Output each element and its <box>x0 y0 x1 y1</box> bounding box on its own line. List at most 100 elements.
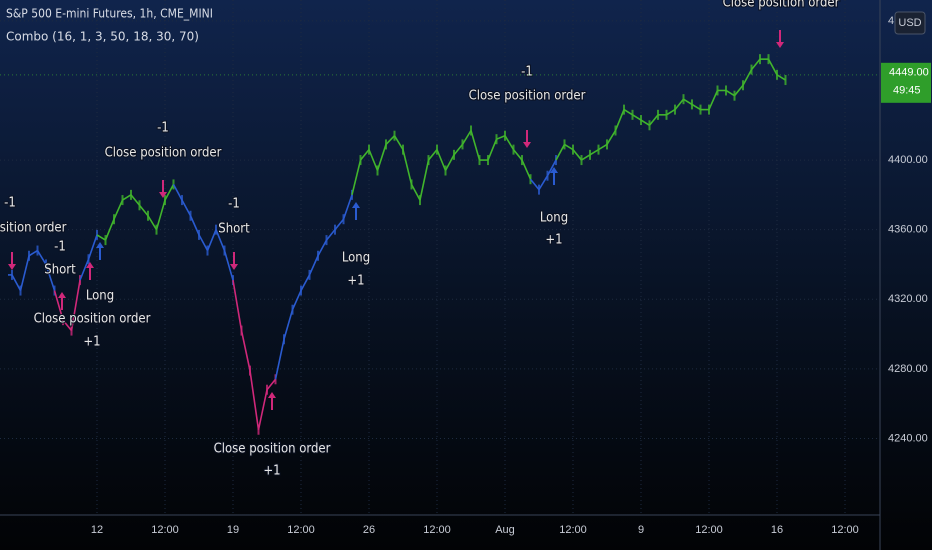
signal-arrow-head <box>550 167 558 173</box>
signal-arrow-head <box>268 392 276 398</box>
last-price: 4449.00 <box>889 67 929 79</box>
price-segment <box>291 290 302 311</box>
price-segment <box>206 229 217 251</box>
price-segment <box>189 215 200 236</box>
price-segment <box>215 229 226 251</box>
price-segment <box>606 130 617 145</box>
x-tick-label: 16 <box>771 524 783 536</box>
currency-badge[interactable] <box>894 11 926 35</box>
signal-arrow-head <box>86 262 94 268</box>
price-segment <box>555 144 566 161</box>
price-segment <box>96 234 106 241</box>
signal-label: -1 <box>228 197 240 212</box>
signal-label: -1 <box>54 240 66 255</box>
price-segment <box>385 135 396 145</box>
price-segment <box>402 149 413 185</box>
x-tick-label: 12:00 <box>151 524 179 536</box>
signal-label: Short <box>44 263 76 278</box>
price-segment <box>257 389 268 430</box>
price-segment <box>368 149 379 171</box>
y-tick-label: 4400.00 <box>888 154 928 166</box>
annotations: -1 Close position order -1 Short Long Close p… <box>0 0 841 480</box>
price-segment <box>113 199 124 220</box>
price-segment <box>62 319 73 332</box>
chart-title: S&P 500 E-mini Futures, 1h, CME_MINI <box>6 7 213 21</box>
x-tick-label: 26 <box>363 524 375 536</box>
price-segment <box>359 149 370 161</box>
price-segment <box>308 255 319 276</box>
price-segment <box>147 215 158 231</box>
countdown: 49:45 <box>893 85 921 97</box>
price-segment <box>181 199 192 217</box>
price-segment <box>733 84 744 97</box>
price-segment <box>427 149 438 161</box>
price-segment <box>240 330 251 371</box>
signal-arrow-head <box>230 264 238 270</box>
signal-arrow-head <box>159 192 167 198</box>
price-segment <box>648 114 659 126</box>
y-tick-label: 4240.00 <box>888 432 928 444</box>
price-segment <box>529 178 540 191</box>
price-segment <box>496 134 506 140</box>
price-segment <box>53 290 64 321</box>
signal-label: Close position order <box>214 442 331 457</box>
price-segment <box>104 218 115 241</box>
signal-label: Long <box>342 251 370 266</box>
price-segment <box>742 69 753 86</box>
signal-label: -1 <box>4 196 16 211</box>
x-tick-label: 12 <box>91 524 103 536</box>
price-segment <box>623 108 633 116</box>
price-segment <box>19 255 30 291</box>
y-tick-label: 4 <box>888 15 894 27</box>
x-tick-label: Aug <box>495 524 515 536</box>
price-segment <box>28 249 38 257</box>
price-segment <box>538 175 549 191</box>
price-segment <box>70 279 81 331</box>
price-segment <box>436 149 447 171</box>
price-segment <box>581 154 591 161</box>
signal-arrow-head <box>352 202 360 208</box>
x-tick-label: 12:00 <box>831 524 859 536</box>
grid <box>0 0 880 515</box>
price-segment <box>521 159 532 180</box>
signal-label: +1 <box>83 335 100 350</box>
signal-label: Close position order <box>34 312 151 327</box>
price-segment <box>504 135 515 151</box>
x-tick-label: 9 <box>638 524 644 536</box>
y-tick-label: 4280.00 <box>888 363 928 375</box>
price-segment <box>546 159 557 177</box>
price-segment <box>376 144 387 171</box>
signal-label: Short <box>218 222 250 237</box>
price-segment <box>512 149 523 161</box>
x-tick-label: 12:00 <box>423 524 451 536</box>
price-segment <box>393 135 404 151</box>
price-segment <box>223 250 234 281</box>
price-segment <box>317 239 328 257</box>
price-segment <box>11 274 22 291</box>
price-segment <box>640 119 650 126</box>
signal-arrow-head <box>8 264 16 270</box>
price-segment <box>79 258 90 281</box>
price-segment <box>674 98 685 111</box>
x-tick-label: 19 <box>227 524 239 536</box>
price-segment <box>683 98 693 106</box>
price-candle <box>784 75 787 86</box>
signal-label: Long <box>540 211 568 226</box>
signal-arrow-head <box>523 142 531 148</box>
axes: 4240.00 4280.00 4320.00 4360.00 4400.00 4 12 12… <box>0 15 931 536</box>
price-segment <box>444 154 455 171</box>
price-segment <box>572 149 583 161</box>
price-segment <box>461 130 472 145</box>
price-segment <box>487 138 498 161</box>
price-segment <box>470 130 481 161</box>
price-segment <box>232 279 243 331</box>
price-segment <box>266 378 277 391</box>
price-segment <box>334 218 345 231</box>
price-segment <box>164 184 175 201</box>
price-segment <box>453 143 464 156</box>
price-segment <box>614 109 625 131</box>
price-segment <box>325 229 336 241</box>
signal-label: Close position order <box>469 89 586 104</box>
